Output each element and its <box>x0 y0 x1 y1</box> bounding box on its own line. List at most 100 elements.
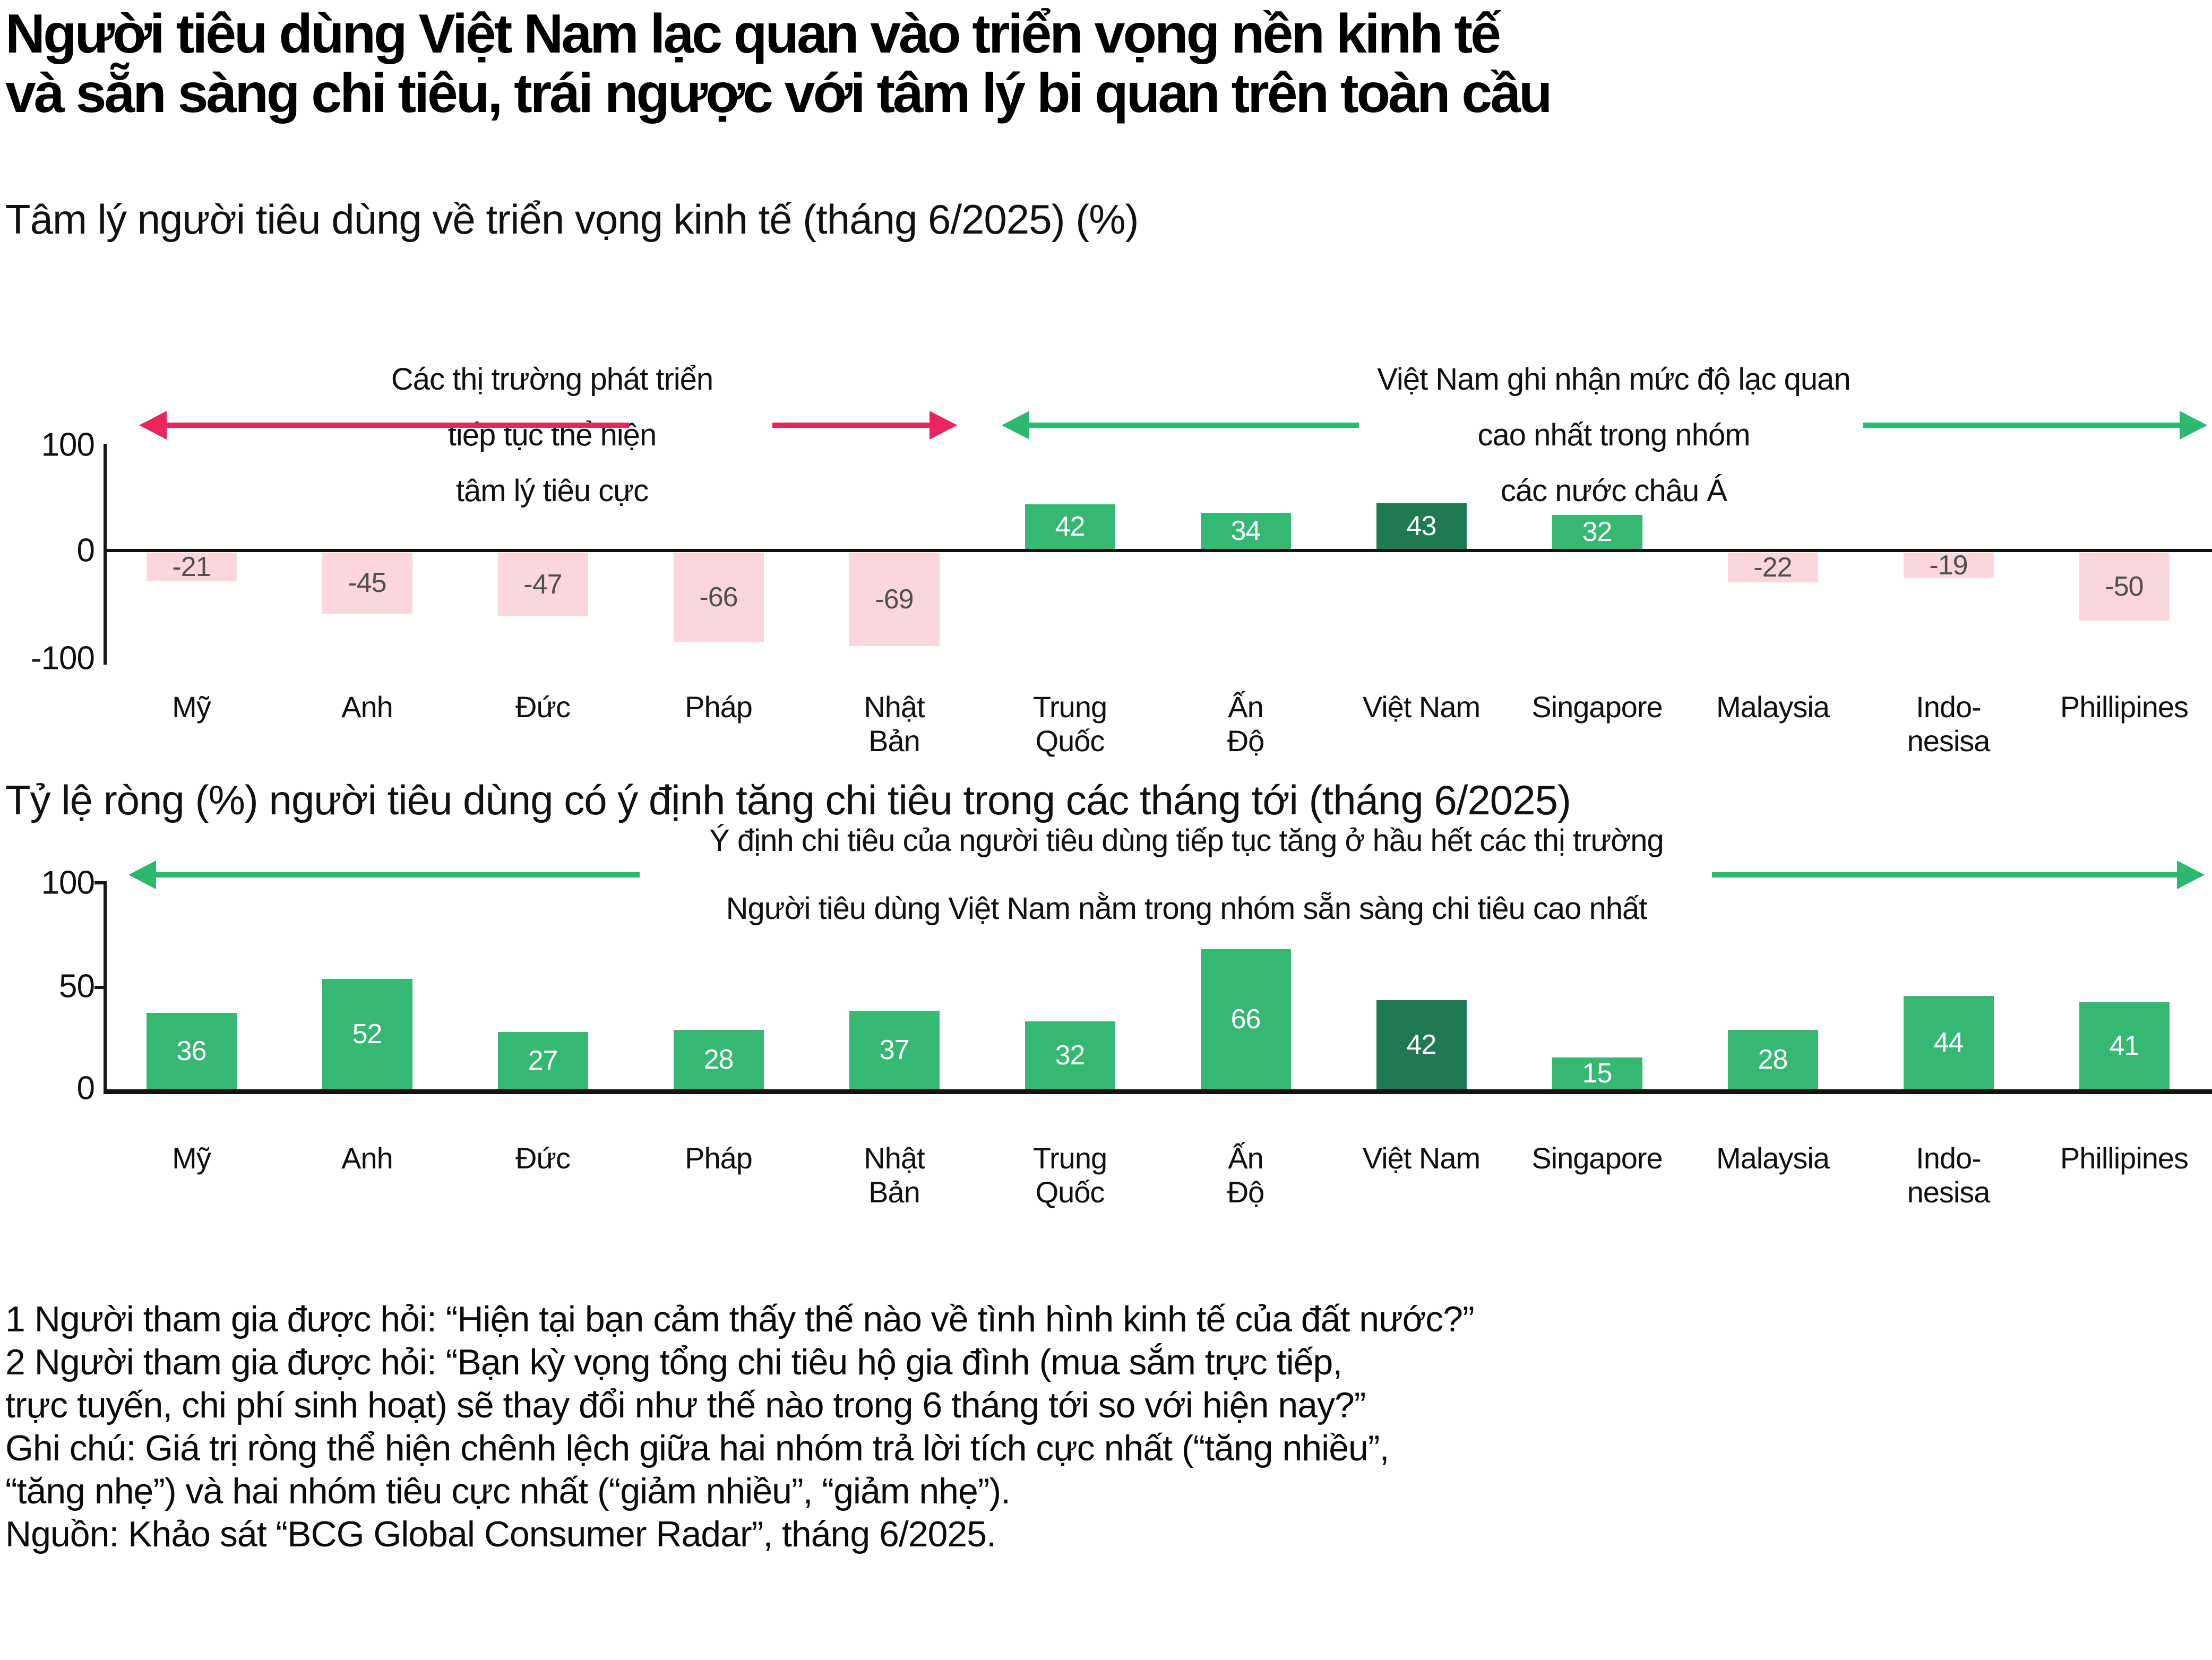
bar-phillipines: -50 <box>2079 553 2170 621</box>
bar-malaysia: -22 <box>1727 552 1818 583</box>
category-label: Đức <box>515 690 571 724</box>
category-label: Anh <box>341 1141 393 1175</box>
bar-value-label: 37 <box>879 1035 910 1065</box>
chart1-ytick-0: 0 <box>76 532 95 569</box>
footnotes: 1 Người tham gia được hỏi: “Hiện tại bạn… <box>5 1298 2208 1556</box>
page-title-line1: Người tiêu dùng Việt Nam lạc quan vào tr… <box>5 3 1501 65</box>
category-label: Ấn Độ <box>1227 1141 1265 1209</box>
bar-value-label: 32 <box>1582 517 1613 547</box>
category-label: Nhật Bản <box>864 1141 925 1209</box>
chart1-ytick-100: 100 <box>41 426 95 463</box>
category-label: Phillipines <box>2060 1141 2189 1175</box>
category-label: Malaysia <box>1716 1141 1830 1175</box>
annotation-vietnam-optimism: Việt Nam ghi nhận mức độ lạc quan cao nh… <box>1274 351 1953 519</box>
page-title-line2: và sẵn sàng chi tiêu, trái ngược với tâm… <box>5 63 1553 124</box>
footnote-line: trực tuyến, chi phí sinh hoạt) sẽ thay đ… <box>5 1385 1366 1425</box>
category-label: Pháp <box>685 1141 753 1175</box>
chart1-y-axis <box>104 444 107 665</box>
bar-value-label: 32 <box>1055 1040 1086 1071</box>
chart2-tick-100 <box>94 881 105 884</box>
bar-value-label: 28 <box>703 1044 734 1075</box>
bar-anh: -45 <box>322 553 412 614</box>
bar-value-label: 66 <box>1230 1004 1261 1035</box>
chart2-y-axis <box>104 881 107 1094</box>
bar-indo--nesisa: -19 <box>1903 550 1994 581</box>
bar-pháp: 28 <box>673 1030 764 1089</box>
bar-value-label: 42 <box>1055 511 1086 542</box>
footnote-line: 2 Người tham gia được hỏi: “Bạn kỳ vọng … <box>5 1342 1342 1382</box>
chart2-ytick-0: 0 <box>76 1070 95 1107</box>
annotation-developed-markets: Các thị trường phát triển tiếp tục thể h… <box>249 351 855 519</box>
green-arrow-left-icon-2 <box>154 872 640 878</box>
annotation-line: Ý định chi tiêu của người tiêu dùng tiếp… <box>709 823 1664 858</box>
bar-việt-nam: 42 <box>1376 1000 1467 1089</box>
page-title: Người tiêu dùng Việt Nam lạc quan vào tr… <box>5 4 2203 123</box>
footnote-line: “tăng nhẹ”) và hai nhóm tiêu cực nhất (“… <box>5 1471 1011 1511</box>
chart2-ytick-100: 100 <box>41 864 95 901</box>
bar-value-label: 42 <box>1406 1029 1437 1060</box>
annotation-line: các nước châu Á <box>1500 474 1727 508</box>
chart2-title: Tỷ lệ ròng (%) người tiêu dùng có ý định… <box>5 777 1571 823</box>
category-label: Malaysia <box>1716 690 1830 724</box>
bar-value-label: 52 <box>352 1019 383 1050</box>
bar-mỹ: 36 <box>146 1013 237 1089</box>
annotation-line: Các thị trường phát triển <box>391 362 713 397</box>
category-label: Singapore <box>1531 1141 1663 1175</box>
category-label: Trung Quốc <box>1032 1141 1107 1209</box>
bar-nhật-bản: 37 <box>849 1011 940 1089</box>
bar-value-label: 28 <box>1758 1044 1788 1075</box>
bar-value-label: -50 <box>2105 571 2144 602</box>
bar-value-label: 44 <box>1933 1027 1964 1058</box>
bar-value-label: 27 <box>528 1045 558 1076</box>
category-label: Phillipines <box>2060 690 2189 724</box>
category-label: Việt Nam <box>1362 690 1481 724</box>
bar-trung-quốc: 42 <box>1025 504 1115 549</box>
bar-pháp: -66 <box>673 553 764 642</box>
annotation-line: tiếp tục thể hiện <box>447 418 657 452</box>
category-label: Indo- nesisa <box>1907 1141 1991 1209</box>
bar-value-label: 36 <box>176 1036 207 1066</box>
red-arrow-right-icon <box>772 423 932 428</box>
footnote-line: Nguồn: Khảo sát “BCG Global Consumer Rad… <box>5 1514 996 1554</box>
bar-singapore: 32 <box>1552 515 1642 549</box>
category-label: Việt Nam <box>1362 1141 1481 1175</box>
green-arrow-right-icon-2 <box>1712 872 2179 878</box>
footnote-line: 1 Người tham gia được hỏi: “Hiện tại bạn… <box>5 1299 1475 1339</box>
red-arrow-left-icon <box>165 423 629 428</box>
green-arrow-right-icon <box>1863 423 2182 428</box>
category-label: Pháp <box>685 690 753 724</box>
category-label: Nhật Bản <box>864 690 925 758</box>
chart2-baseline <box>104 1089 2212 1094</box>
bar-value-label: 41 <box>2109 1030 2140 1061</box>
annotation-line: Người tiêu dùng Việt Nam nằm trong nhóm … <box>726 891 1648 926</box>
category-label: Anh <box>341 690 393 724</box>
bar-đức: -47 <box>497 553 588 616</box>
annotation-line: Việt Nam ghi nhận mức độ lạc quan <box>1377 362 1850 397</box>
bar-mỹ: -21 <box>146 551 237 582</box>
bar-value-label: -21 <box>172 551 211 582</box>
annotation-line: tâm lý tiêu cực <box>455 474 649 508</box>
annotation-spending-intent: Ý định chi tiêu của người tiêu dùng tiếp… <box>159 807 2212 943</box>
bar-value-label: 15 <box>1582 1058 1613 1089</box>
category-label: Ấn Độ <box>1227 690 1265 758</box>
chart1-ytick-neg100: -100 <box>30 640 95 677</box>
bar-trung-quốc: 32 <box>1025 1021 1115 1089</box>
bar-phillipines: 41 <box>2079 1002 2170 1089</box>
chart2-ytick-50: 50 <box>59 968 95 1005</box>
category-label: Mỹ <box>172 1141 211 1175</box>
bar-value-label: -69 <box>875 583 914 615</box>
bar-singapore: 15 <box>1552 1057 1642 1089</box>
green-arrow-left-icon <box>1027 423 1359 428</box>
bar-ấn-độ: 66 <box>1200 949 1291 1089</box>
bar-value-label: -66 <box>699 582 738 613</box>
bar-value-label: -45 <box>348 567 386 599</box>
bar-value-label: 34 <box>1230 515 1261 546</box>
category-label: Singapore <box>1531 690 1663 724</box>
bar-nhật-bản: -69 <box>849 553 940 646</box>
chart2-tick-50 <box>94 986 105 989</box>
bar-value-label: -19 <box>1929 550 1968 581</box>
category-label: Đức <box>515 1141 571 1175</box>
category-label: Indo- nesisa <box>1907 690 1991 758</box>
bar-value-label: -47 <box>523 569 562 600</box>
bar-đức: 27 <box>497 1032 588 1089</box>
